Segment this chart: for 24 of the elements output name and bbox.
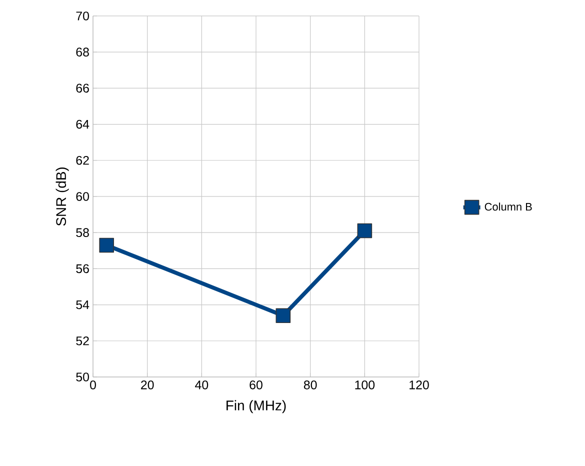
y-tick-label: 56 bbox=[76, 264, 89, 274]
y-tick-label: 52 bbox=[76, 336, 89, 346]
y-axis-title: SNR (dB) bbox=[56, 168, 69, 226]
y-tick-label: 60 bbox=[76, 192, 89, 201]
y-tick-label: 70 bbox=[76, 12, 89, 20]
x-tick-label: 60 bbox=[250, 380, 262, 390]
point bbox=[99, 238, 114, 253]
y-tick-label: 54 bbox=[76, 300, 90, 310]
y-tick-label: 68 bbox=[76, 48, 89, 56]
y-tick-label: 66 bbox=[76, 84, 89, 93]
y-tick-label: 62 bbox=[76, 156, 89, 165]
y-tick-label: 64 bbox=[76, 120, 90, 129]
y-tick-label: 58 bbox=[76, 228, 89, 237]
point bbox=[357, 223, 372, 238]
x-tick-label: 120 bbox=[410, 380, 429, 390]
legend-label: Column B bbox=[484, 202, 532, 211]
x-axis-title: Fin (MHz) bbox=[226, 400, 286, 414]
point bbox=[276, 308, 291, 324]
x-tick-label: 80 bbox=[304, 380, 317, 390]
x-tick-label: 20 bbox=[141, 380, 154, 390]
x-tick-label: 0 bbox=[90, 380, 96, 390]
x-tick-label: 100 bbox=[355, 380, 375, 390]
x-tick-label: 40 bbox=[195, 380, 208, 390]
y-tick-label: 50 bbox=[76, 372, 89, 382]
